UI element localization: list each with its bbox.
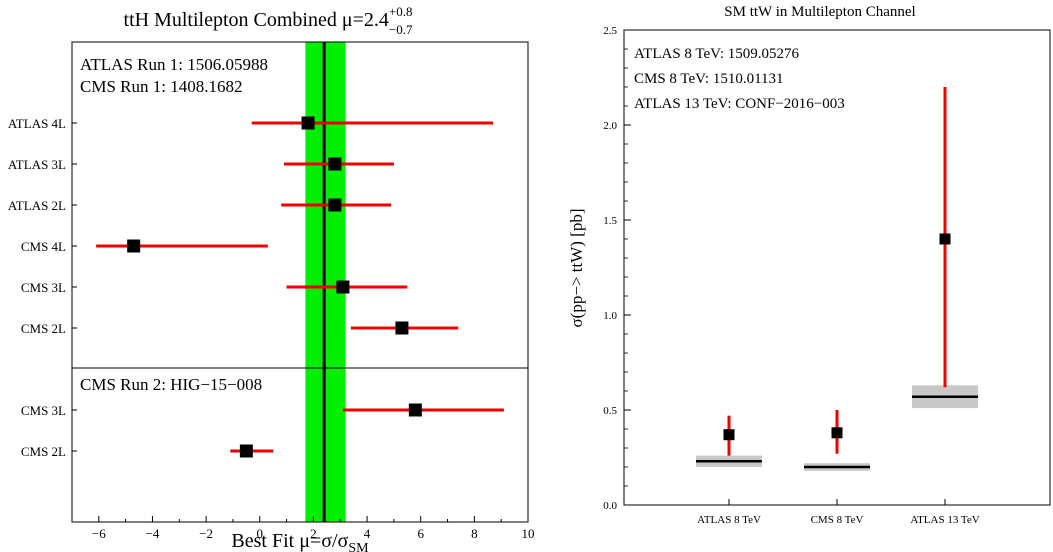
left-category-labels: ATLAS 4L ATLAS 3L ATLAS 2L CMS 4L CMS 3L CMS … xyxy=(8,116,77,459)
annotation-text: ATLAS Run 1: 1506.05988 xyxy=(80,55,268,74)
data-point-marker xyxy=(328,198,342,212)
x-tick-label: 0 xyxy=(257,526,264,541)
y-tick-label: 0.5 xyxy=(603,405,617,417)
data-point-marker xyxy=(395,321,409,335)
x-tick-label: 8 xyxy=(471,526,478,541)
x-tick-label: 4 xyxy=(364,526,371,541)
x-tick-label: 6 xyxy=(417,526,424,541)
category-label: ATLAS 2L xyxy=(8,198,66,213)
data-point-marker xyxy=(301,116,315,130)
data-point-marker xyxy=(328,157,342,171)
y-tick-label: 2.5 xyxy=(603,25,617,37)
x-tick-label: −4 xyxy=(146,526,160,541)
left-x-axis-label: Best Fit μ=σ/σSM xyxy=(231,530,369,552)
x-tick-label: 10 xyxy=(522,526,535,541)
annotation-text: ATLAS 13 TeV: CONF−2016−003 xyxy=(634,96,845,112)
y-tick-label: 1.0 xyxy=(603,310,617,322)
y-tick-label: 0.0 xyxy=(603,500,617,512)
left-x-axis: −6 −4 −2 0 2 4 6 8 10 xyxy=(71,516,535,541)
annotation-text: CMS Run 1: 1408.1682 xyxy=(80,77,242,96)
category-label: CMS 8 TeV xyxy=(811,514,864,526)
right-category-labels: ATLAS 8 TeV CMS 8 TeV ATLAS 13 TeV xyxy=(697,499,980,526)
category-label: CMS 4L xyxy=(21,239,66,254)
right-annotations: ATLAS 8 TeV: 1509.05276 CMS 8 TeV: 1510.0… xyxy=(634,46,845,112)
category-label: CMS 2L xyxy=(21,444,66,459)
left-annotations: ATLAS Run 1: 1506.05988 CMS Run 1: 1408.1… xyxy=(80,55,268,394)
left-chart-title: ttH Multilepton Combined μ=2.4+0.8 −0.7 xyxy=(124,4,413,37)
y-tick-label: 2.0 xyxy=(603,120,617,132)
annotation-text: CMS 8 TeV: 1510.01131 xyxy=(634,71,784,87)
category-label: ATLAS 8 TeV xyxy=(697,514,761,526)
category-label: CMS 2L xyxy=(21,321,66,336)
data-point-marker xyxy=(336,280,350,294)
right-chart-title: SM ttW in Multilepton Channel xyxy=(724,4,915,20)
category-label: ATLAS 13 TeV xyxy=(910,514,979,526)
category-label: CMS 3L xyxy=(21,403,66,418)
data-point-marker xyxy=(723,429,735,441)
y-tick-label: 1.5 xyxy=(603,215,617,227)
annotation-text: CMS Run 2: HIG−15−008 xyxy=(80,375,262,394)
category-label: ATLAS 4L xyxy=(8,116,66,131)
data-point-marker xyxy=(408,403,422,417)
x-tick-label: −6 xyxy=(92,526,106,541)
right-chart: SM ttW in Multilepton Channel 0.0 0.5 1.0 1… xyxy=(567,4,1051,526)
x-tick-label: −2 xyxy=(199,526,213,541)
left-chart: ttH Multilepton Combined μ=2.4+0.8 −0.7 −… xyxy=(8,4,535,552)
x-tick-label: 2 xyxy=(310,526,317,541)
annotation-text: ATLAS 8 TeV: 1509.05276 xyxy=(634,46,800,62)
category-label: ATLAS 3L xyxy=(8,157,66,172)
data-point-marker xyxy=(239,444,253,458)
right-y-axis: 0.0 0.5 1.0 1.5 2.0 2.5 xyxy=(603,25,631,512)
category-label: CMS 3L xyxy=(21,280,66,295)
left-error-bars xyxy=(96,116,504,458)
data-point-marker xyxy=(127,239,141,253)
data-point-marker xyxy=(939,233,951,245)
right-marks xyxy=(696,87,978,471)
right-y-axis-label: σ(pp−> ttW) [pb] xyxy=(567,209,586,328)
data-point-marker xyxy=(831,427,843,439)
left-plot-frame xyxy=(71,41,529,523)
